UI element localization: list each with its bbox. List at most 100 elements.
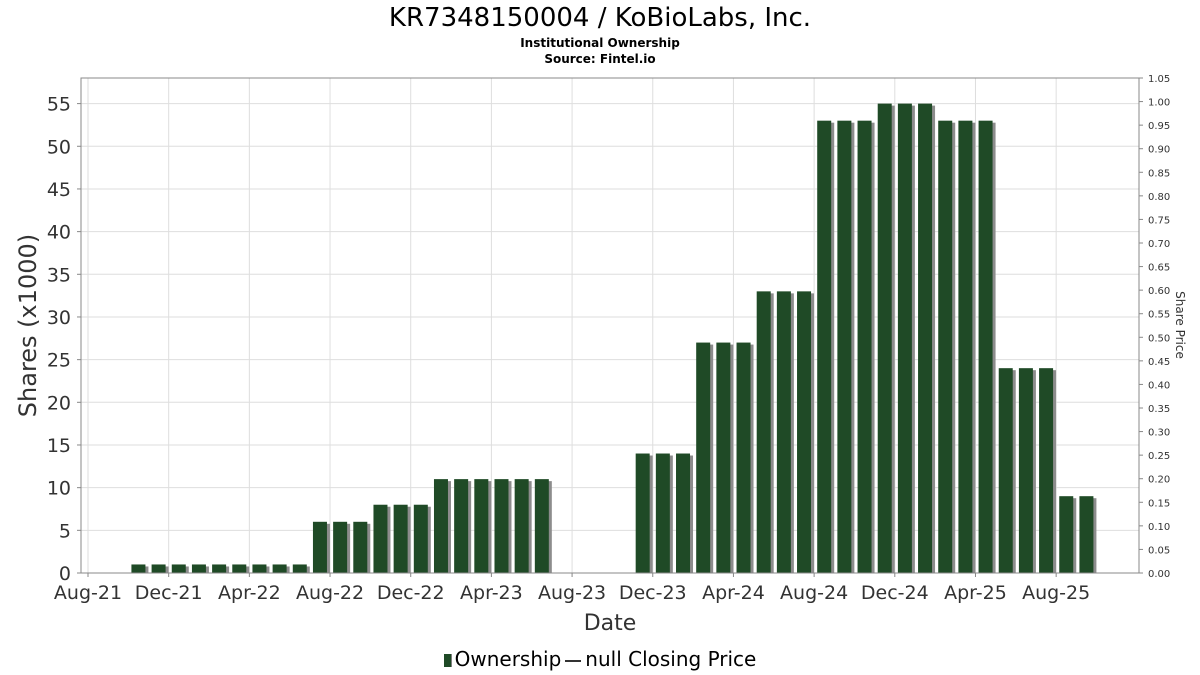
bar [312, 521, 327, 573]
bar [413, 504, 428, 573]
legend: Ownership null Closing Price [0, 646, 1200, 672]
bar [776, 291, 791, 573]
bar [131, 564, 146, 573]
y2-tick-label: 0.10 [1148, 522, 1170, 533]
legend-price-label: null Closing Price [585, 647, 757, 671]
y2-tick-label: 0.00 [1148, 569, 1170, 580]
x-tick-label: Apr-25 [944, 582, 1007, 604]
y2-tick-label: 0.60 [1148, 286, 1170, 297]
bar [252, 564, 267, 573]
bar [736, 342, 751, 573]
bar [232, 564, 247, 573]
y-tick-label: 5 [59, 520, 71, 542]
y-tick-label: 25 [47, 350, 71, 372]
y2-tick-label: 0.40 [1148, 380, 1170, 391]
x-axis-title: Date [584, 611, 637, 636]
ownership-chart: 0 5 10 15 20 25 30 35 40 45 50 55 0.00 0.05 0.10 0.15 0.… [14, 74, 1187, 636]
bar [514, 479, 529, 573]
y-tick-label: 45 [47, 179, 71, 201]
x-tick-label: Dec-21 [135, 582, 203, 604]
bar [272, 564, 287, 573]
x-tick-label: Apr-23 [460, 582, 523, 604]
ownership-legend-swatch [443, 654, 452, 667]
x-tick-label: Dec-23 [619, 582, 687, 604]
y2-tick-label: 0.85 [1148, 168, 1170, 179]
y-tick-label: 10 [47, 478, 71, 500]
bar [1039, 368, 1054, 573]
y2-tick-label: 1.05 [1148, 74, 1170, 85]
y2-tick-label: 0.55 [1148, 310, 1170, 321]
y-tick-label: 55 [47, 94, 71, 116]
chart-title: KR7348150004 / KoBioLabs, Inc. [388, 3, 812, 33]
bar [817, 120, 832, 573]
bar [897, 103, 912, 573]
y-axis-title: Shares (x1000) [14, 234, 42, 417]
y2-tick-label: 1.00 [1148, 98, 1170, 109]
bar [1079, 496, 1094, 573]
bar [333, 521, 348, 573]
bar [837, 120, 852, 573]
y2-tick-label: 0.70 [1148, 239, 1170, 250]
bar [676, 453, 691, 573]
y-tick-label: 20 [47, 392, 71, 414]
x-tick-label: Apr-24 [702, 582, 765, 604]
chart-source: Source: Fintel.io [544, 52, 656, 66]
bar [998, 368, 1013, 573]
bar [877, 103, 892, 573]
y2-tick-label: 0.80 [1148, 192, 1170, 203]
y-tick-label: 0 [59, 563, 71, 585]
y2-axis-title: Share Price [1173, 291, 1187, 359]
x-tick-label: Dec-24 [861, 582, 929, 604]
y2-tick-label: 0.75 [1148, 215, 1170, 226]
y-tick-label: 40 [47, 222, 71, 244]
bar [756, 291, 771, 573]
bar [212, 564, 227, 573]
bar [918, 103, 933, 573]
bar [797, 291, 812, 573]
bar [171, 564, 186, 573]
bar [433, 479, 448, 573]
y-tick-label: 30 [47, 307, 71, 329]
y-tick-label: 15 [47, 435, 71, 457]
y-tick-label: 35 [47, 264, 71, 286]
bar [534, 479, 549, 573]
y2-tick-label: 0.90 [1148, 145, 1170, 156]
bar [1018, 368, 1033, 573]
bar [655, 453, 670, 573]
y2-tick-label: 0.05 [1148, 545, 1170, 556]
y2-tick-label: 0.30 [1148, 428, 1170, 439]
bar [454, 479, 469, 573]
y-tick-label: 50 [47, 136, 71, 158]
bar [635, 453, 650, 573]
bar [938, 120, 953, 573]
bar [393, 504, 408, 573]
y2-tick-label: 0.45 [1148, 357, 1170, 368]
bar [716, 342, 731, 573]
x-tick-label: Dec-22 [377, 582, 445, 604]
y2-tick-label: 0.25 [1148, 451, 1170, 462]
x-tick-label: Aug-22 [296, 582, 364, 604]
bar [151, 564, 166, 573]
x-tick-label: Aug-24 [780, 582, 848, 604]
bar [474, 479, 489, 573]
x-tick-label: Aug-21 [54, 582, 122, 604]
y2-tick-label: 0.65 [1148, 263, 1170, 274]
bar [1059, 496, 1074, 573]
bar [978, 120, 993, 573]
bar [373, 504, 388, 573]
chart-subtitle: Institutional Ownership [520, 36, 680, 50]
y2-tick-label: 0.15 [1148, 498, 1170, 509]
bar [191, 564, 206, 573]
bar [696, 342, 711, 573]
x-tick-label: Apr-22 [218, 582, 281, 604]
bar [958, 120, 973, 573]
bar [292, 564, 307, 573]
bar [857, 120, 872, 573]
y2-tick-label: 0.95 [1148, 121, 1170, 132]
bar [494, 479, 509, 573]
x-tick-label: Aug-25 [1022, 582, 1090, 604]
x-tick-label: Aug-23 [538, 582, 606, 604]
y2-tick-label: 0.20 [1148, 475, 1170, 486]
y2-tick-label: 0.35 [1148, 404, 1170, 415]
plot-frame [80, 77, 1140, 574]
